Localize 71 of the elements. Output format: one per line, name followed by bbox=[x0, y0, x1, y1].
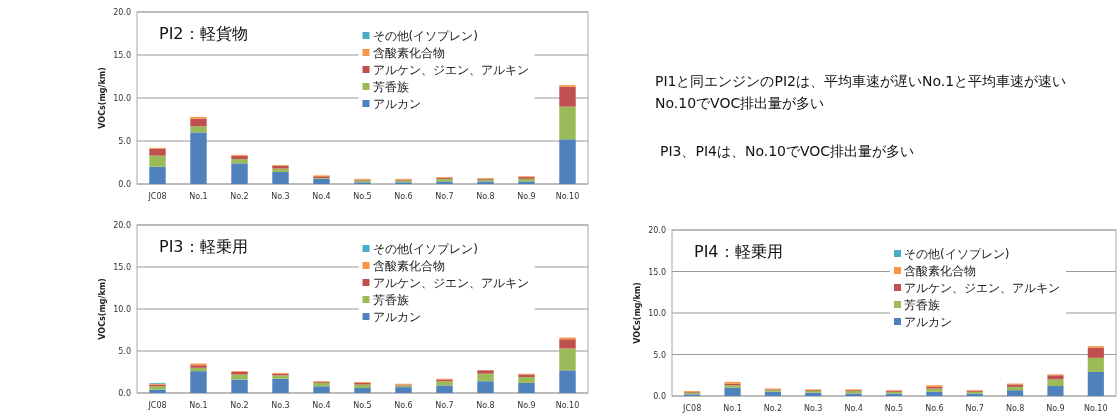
legend-label: アルカン bbox=[372, 310, 421, 324]
x-tick-label: No.5 bbox=[353, 401, 372, 410]
legend-label: 含酸素化合物 bbox=[372, 46, 445, 60]
x-tick-label: No.8 bbox=[476, 192, 495, 201]
legend-label: その他(イソプレン) bbox=[904, 247, 1010, 261]
y-tick-label: 5.0 bbox=[653, 350, 666, 360]
x-tick-label: No.4 bbox=[312, 401, 331, 410]
x-tick-label: JC08 bbox=[147, 192, 167, 201]
text: PI3、PI4は、No.10でVOC排出量が多い bbox=[660, 142, 916, 161]
x-tick-label: No.4 bbox=[844, 404, 863, 413]
legend-label: 芳香族 bbox=[904, 298, 940, 312]
x-tick-label: No.2 bbox=[230, 192, 249, 201]
y-tick-label: 15.0 bbox=[648, 267, 666, 277]
x-tick-label: No.3 bbox=[804, 404, 823, 413]
y-axis-title: VOCs(mg/km) bbox=[633, 282, 642, 344]
legend-label: アルカン bbox=[904, 315, 952, 329]
x-tick-label: No.6 bbox=[394, 401, 413, 410]
x-tick-label: No.7 bbox=[965, 404, 984, 413]
x-tick-label: No.2 bbox=[763, 404, 783, 413]
x-tick-label: No.10 bbox=[555, 401, 580, 410]
y-tick-label: 0.0 bbox=[118, 389, 131, 398]
y-tick-label: 20.0 bbox=[113, 221, 131, 230]
x-tick-label: No.1 bbox=[189, 401, 208, 410]
legend-label: その他(イソプレン) bbox=[372, 242, 478, 256]
legend-label: 含酸素化合物 bbox=[372, 259, 445, 273]
text: PI1と同エンジンのPI2は、平均車速が遅いNo.1と平均車速が速いNo.10でVOC排出量が多い bbox=[655, 72, 1068, 113]
legend-label: その他(イソプレン) bbox=[372, 29, 478, 43]
x-tick-label: No.1 bbox=[723, 404, 742, 413]
y-tick-label: 10.0 bbox=[113, 305, 131, 314]
y-tick-label: 5.0 bbox=[118, 347, 131, 356]
y-tick-label: 15.0 bbox=[113, 263, 131, 272]
legend-label: 芳香族 bbox=[372, 293, 409, 307]
x-tick-label: No.10 bbox=[555, 192, 580, 201]
y-tick-label: 15.0 bbox=[113, 51, 131, 60]
y-axis-title: VOCs(mg/km) bbox=[98, 67, 107, 129]
x-tick-label: No.7 bbox=[435, 401, 454, 410]
x-tick-label: No.8 bbox=[1005, 404, 1025, 413]
x-tick-label: No.6 bbox=[925, 404, 944, 413]
x-tick-label: No.9 bbox=[517, 401, 536, 410]
y-tick-label: 0.0 bbox=[118, 180, 131, 189]
x-tick-label: No.7 bbox=[435, 192, 454, 201]
x-tick-label: No.1 bbox=[189, 192, 208, 201]
text: PI2：軽貨物 bbox=[159, 24, 248, 43]
legend-label: アルケン、ジエン、アルキン bbox=[372, 276, 529, 290]
text: PI3：軽乗用 bbox=[159, 237, 248, 256]
legend-label: アルカン bbox=[372, 97, 421, 111]
x-tick-label: JC08 bbox=[682, 404, 702, 413]
x-tick-label: No.4 bbox=[312, 192, 331, 201]
x-tick-label: JC08 bbox=[147, 401, 167, 410]
y-tick-label: 20.0 bbox=[648, 226, 666, 235]
text: PI4：軽乗用 bbox=[694, 242, 783, 261]
legend-label: アルケン、ジエン、アルキン bbox=[904, 281, 1060, 295]
y-axis-title: VOCs(mg/km) bbox=[98, 278, 107, 340]
legend-label: 芳香族 bbox=[372, 80, 409, 94]
x-tick-label: No.10 bbox=[1084, 404, 1108, 413]
x-tick-label: No.8 bbox=[476, 401, 495, 410]
x-tick-label: No.9 bbox=[517, 192, 536, 201]
y-tick-label: 0.0 bbox=[653, 392, 666, 401]
x-tick-label: No.9 bbox=[1046, 404, 1065, 413]
x-tick-label: No.2 bbox=[230, 401, 249, 410]
x-tick-label: No.5 bbox=[353, 192, 372, 201]
x-tick-label: No.3 bbox=[271, 192, 290, 201]
y-tick-label: 10.0 bbox=[648, 309, 666, 318]
legend-label: アルケン、ジエン、アルキン bbox=[372, 63, 529, 77]
x-tick-label: No.5 bbox=[884, 404, 904, 413]
x-tick-label: No.6 bbox=[394, 192, 413, 201]
legend-label: 含酸素化合物 bbox=[904, 264, 976, 278]
y-tick-label: 5.0 bbox=[118, 137, 131, 146]
x-tick-label: No.3 bbox=[271, 401, 290, 410]
y-tick-label: 20.0 bbox=[113, 8, 131, 17]
y-tick-label: 10.0 bbox=[113, 94, 131, 103]
